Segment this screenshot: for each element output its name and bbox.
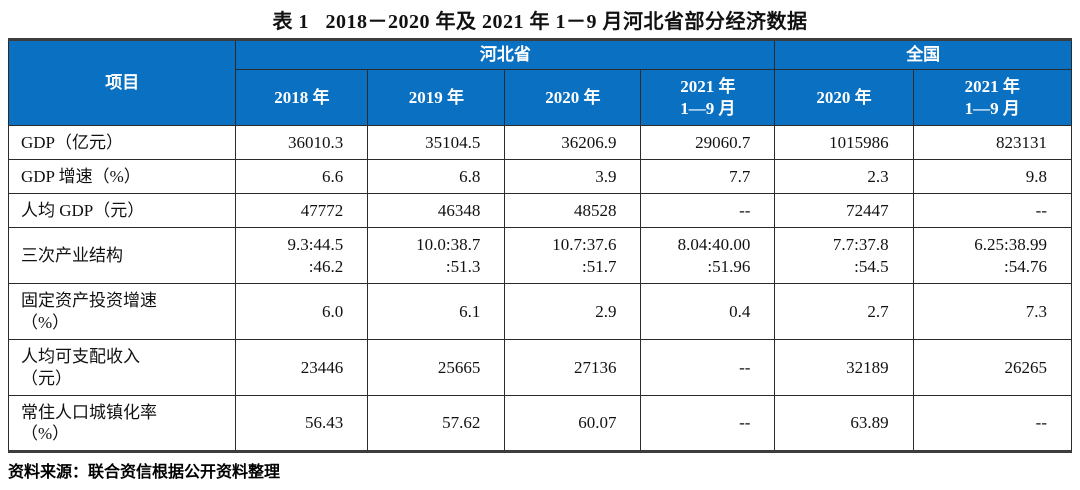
group-header-row: 项目 河北省 全国 (7, 39, 1072, 126)
table-row-fixed-investment-growth: 固定资产投资增速 （%） 6.0 6.1 2.9 0.4 2.7 7.3 (7, 283, 1073, 340)
cell-value: 10.7:37.6 :51.7 (504, 227, 642, 284)
source-note: 资料来源：联合资信根据公开资料整理 (8, 464, 281, 481)
table-row-gdp: GDP（亿元） 36010.3 35104.5 36206.9 29060.7 … (7, 125, 1073, 160)
row-label: GDP 增速（%） (7, 159, 237, 194)
cell-value: 8.04:40.00 :51.96 (640, 227, 776, 284)
cell-value: 36206.9 (504, 125, 642, 160)
cell-value: -- (912, 395, 1073, 452)
table-row-urbanization-rate: 常住人口城镇化率 （%） 56.43 57.62 60.07 -- 63.89 … (7, 395, 1073, 452)
cell-value: 63.89 (774, 395, 914, 452)
cell-value: 2.9 (504, 283, 642, 340)
cell-value: 6.25:38.99 :54.76 (912, 227, 1073, 284)
cell-value: 1015986 (774, 125, 914, 160)
cell-value: 27136 (504, 339, 642, 396)
cell-value: -- (912, 193, 1073, 228)
cell-value: 6.1 (367, 283, 506, 340)
row-label: 固定资产投资增速 （%） (7, 283, 237, 340)
cell-value: 2.3 (774, 159, 914, 194)
cell-value: 6.8 (367, 159, 506, 194)
col-header-hebei-2019: 2019 年 (367, 69, 506, 126)
table-title: 表 1 2018－2020 年及 2021 年 1－9 月河北省部分经济数据 (272, 10, 808, 33)
table-row-gdp-growth: GDP 增速（%） 6.6 6.8 3.9 7.7 2.3 9.8 (7, 159, 1073, 194)
cell-value: 7.3 (912, 283, 1073, 340)
col-header-hebei-2020: 2020 年 (504, 69, 642, 126)
row-label: 人均可支配收入 （元） (7, 339, 237, 396)
cell-value: 57.62 (367, 395, 506, 452)
group-header-hebei: 河北省 (235, 39, 776, 70)
col-header-hebei-2018: 2018 年 (235, 69, 369, 126)
group-header-national: 全国 (774, 39, 1072, 70)
cell-value: -- (640, 339, 776, 396)
cell-value: 2.7 (774, 283, 914, 340)
row-label: 三次产业结构 (7, 227, 237, 284)
economic-data-table: 项目 河北省 全国 2018 年 2019 年 2020 年 2021 年 1—… (7, 38, 1073, 453)
cell-value: 6.0 (235, 283, 369, 340)
cell-value: 46348 (367, 193, 506, 228)
table-row-disposable-income: 人均可支配收入 （元） 23446 25665 27136 -- 32189 2… (7, 339, 1073, 396)
table-row-industry-structure: 三次产业结构 9.3:44.5 :46.2 10.0:38.7 :51.3 10… (7, 227, 1073, 284)
cell-value: 48528 (504, 193, 642, 228)
cell-value: 32189 (774, 339, 914, 396)
row-label: GDP（亿元） (7, 125, 237, 160)
cell-value: 10.0:38.7 :51.3 (367, 227, 506, 284)
cell-value: -- (640, 395, 776, 452)
cell-value: -- (640, 193, 776, 228)
cell-value: 3.9 (504, 159, 642, 194)
cell-value: 72447 (774, 193, 914, 228)
cell-value: 9.3:44.5 :46.2 (235, 227, 369, 284)
year-header-row: 2018 年 2019 年 2020 年 2021 年 1—9 月 2020 年… (9, 69, 1073, 126)
cell-value: 36010.3 (235, 125, 369, 160)
col-header-national-2021-9m: 2021 年 1—9 月 (912, 69, 1073, 126)
cell-value: 26265 (912, 339, 1073, 396)
cell-value: 9.8 (912, 159, 1073, 194)
cell-value: 23446 (235, 339, 369, 396)
cell-value: 56.43 (235, 395, 369, 452)
row-label: 常住人口城镇化率 （%） (7, 395, 237, 452)
cell-value: 7.7:37.8 :54.5 (774, 227, 914, 284)
cell-value: 0.4 (640, 283, 776, 340)
table-row-gdp-per-capita: 人均 GDP（元） 47772 46348 48528 -- 72447 -- (7, 193, 1073, 228)
cell-value: 29060.7 (640, 125, 776, 160)
cell-value: 7.7 (640, 159, 776, 194)
cell-value: 47772 (235, 193, 369, 228)
cell-value: 6.6 (235, 159, 369, 194)
cell-value: 823131 (912, 125, 1073, 160)
cell-value: 60.07 (504, 395, 642, 452)
col-header-national-2020: 2020 年 (774, 69, 914, 126)
cell-value: 35104.5 (367, 125, 506, 160)
col-header-hebei-2021-9m: 2021 年 1—9 月 (640, 69, 776, 126)
cell-value: 25665 (367, 339, 506, 396)
col-header-item: 项目 (7, 39, 237, 126)
row-label: 人均 GDP（元） (7, 193, 237, 228)
